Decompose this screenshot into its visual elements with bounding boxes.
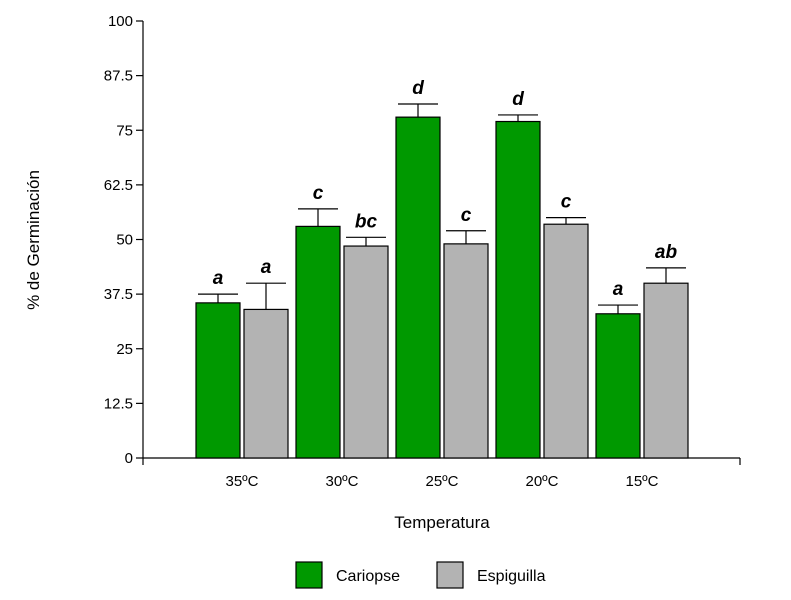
y-tick-label: 62.5 <box>104 177 133 194</box>
significance-label: ab <box>655 242 678 263</box>
axes: 0 12.5 25 37.5 50 62.5 75 87.5 100 35ºC 30ºC 25ºC 20… <box>104 13 741 490</box>
bar-cariopse <box>595 313 641 459</box>
y-tick-label: 37.5 <box>104 286 133 303</box>
bars: a a c bc d c d c a ab <box>195 78 689 459</box>
significance-label: d <box>512 89 524 110</box>
bar-espiguilla <box>643 282 689 459</box>
y-tick-label: 100 <box>108 13 133 30</box>
bar-cariopse <box>195 302 241 459</box>
y-tick-label: 50 <box>116 232 133 249</box>
significance-label: a <box>213 268 224 289</box>
legend-label: Cariopse <box>336 568 400 585</box>
y-axis-title: % de Germinación <box>24 170 43 310</box>
bar-espiguilla <box>243 308 289 459</box>
bar-espiguilla <box>443 243 489 459</box>
legend-swatch-espiguilla <box>436 561 464 589</box>
y-tick-label: 25 <box>116 341 133 358</box>
x-tick-label: 35ºC <box>226 473 259 490</box>
bar-cariopse <box>295 225 341 459</box>
legend-label: Espiguilla <box>477 568 546 585</box>
significance-label: c <box>461 205 472 226</box>
significance-label: a <box>261 257 272 278</box>
significance-label: d <box>412 78 424 99</box>
legend: Cariopse Espiguilla <box>295 561 546 589</box>
y-tick-label: 0 <box>125 450 133 467</box>
x-tick-label: 15ºC <box>626 473 659 490</box>
y-tick-label: 87.5 <box>104 68 133 85</box>
x-tick-label: 25ºC <box>426 473 459 490</box>
y-tick-label: 12.5 <box>104 395 133 412</box>
bar-cariopse <box>395 116 441 459</box>
bar-espiguilla <box>343 245 389 459</box>
significance-label: a <box>613 279 624 300</box>
x-tick-label: 20ºC <box>526 473 559 490</box>
significance-label: c <box>313 183 324 204</box>
legend-swatch-cariopse <box>295 561 323 589</box>
significance-label: bc <box>355 211 378 232</box>
bar-espiguilla <box>543 223 589 459</box>
x-axis-title: Temperatura <box>394 513 490 532</box>
y-tick-label: 75 <box>116 122 133 139</box>
x-tick-label: 30ºC <box>326 473 359 490</box>
bar-cariopse <box>495 120 541 459</box>
significance-label: c <box>561 192 572 213</box>
